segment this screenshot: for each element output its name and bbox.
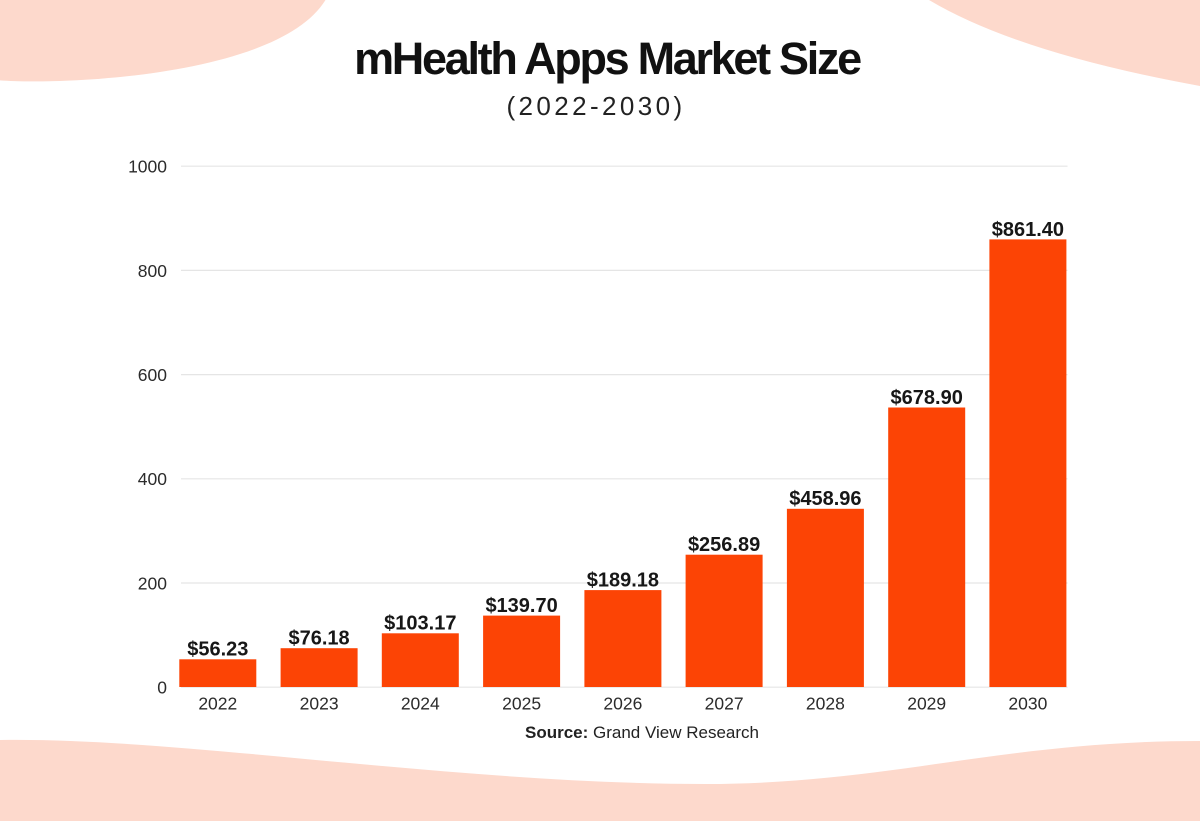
svg-text:$56.23: $56.23 [187, 639, 248, 661]
svg-text:2026: 2026 [603, 694, 642, 714]
svg-text:$139.70: $139.70 [485, 595, 557, 617]
svg-text:$256.89: $256.89 [688, 534, 760, 556]
svg-text:$678.90: $678.90 [891, 387, 963, 409]
svg-text:800: 800 [138, 261, 167, 281]
svg-text:0: 0 [157, 678, 167, 698]
svg-text:$458.96: $458.96 [789, 488, 861, 510]
svg-text:1000: 1000 [128, 157, 167, 177]
svg-text:2022: 2022 [198, 694, 237, 714]
svg-text:$189.18: $189.18 [587, 569, 659, 591]
svg-text:2024: 2024 [401, 694, 440, 714]
svg-text:$861.40: $861.40 [992, 219, 1064, 241]
svg-text:2025: 2025 [502, 694, 541, 714]
svg-text:(2022-2030): (2022-2030) [506, 91, 685, 121]
svg-text:$76.18: $76.18 [289, 628, 350, 650]
svg-text:2027: 2027 [705, 694, 744, 714]
svg-text:Source: Grand View Research: Source: Grand View Research [525, 723, 759, 742]
svg-text:2028: 2028 [806, 694, 845, 714]
svg-text:400: 400 [138, 469, 167, 489]
svg-text:600: 600 [138, 365, 167, 385]
svg-text:mHealth Apps Market Size: mHealth Apps Market Size [354, 33, 861, 84]
svg-text:2023: 2023 [300, 694, 339, 714]
svg-text:200: 200 [138, 573, 167, 593]
svg-text:$103.17: $103.17 [384, 613, 456, 635]
svg-text:2030: 2030 [1008, 694, 1047, 714]
svg-text:2029: 2029 [907, 694, 946, 714]
